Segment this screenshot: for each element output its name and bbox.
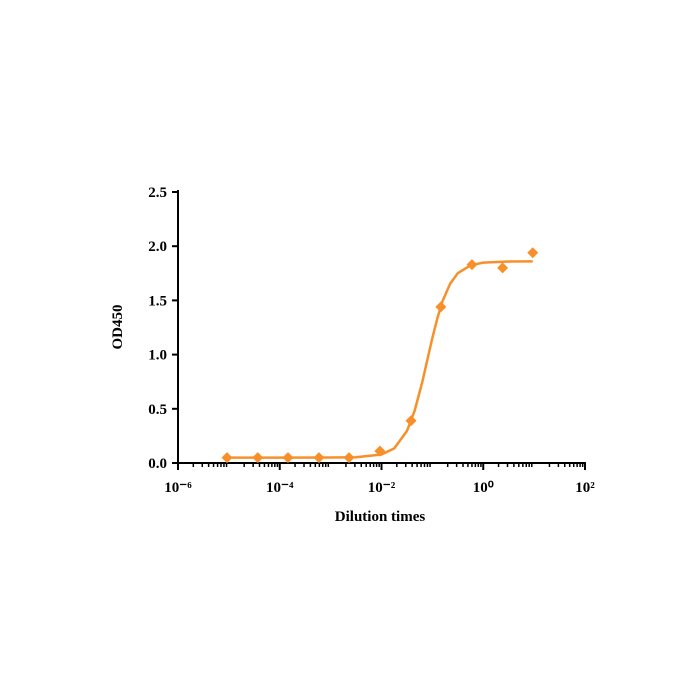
y-tick-label: 0.0 bbox=[148, 456, 167, 472]
y-tick-label: 1.0 bbox=[148, 348, 167, 364]
y-tick-label: 1.5 bbox=[148, 293, 167, 309]
x-tick-label: 10⁻² bbox=[368, 480, 396, 496]
point bbox=[527, 247, 539, 259]
y-tick-label: 0.5 bbox=[148, 402, 167, 418]
x-tick-label: 10⁻⁶ bbox=[164, 480, 192, 496]
y-axis-label: OD450 bbox=[110, 305, 126, 350]
point bbox=[221, 452, 233, 464]
x-axis-label: Dilution times bbox=[335, 509, 426, 525]
point bbox=[252, 452, 264, 464]
point bbox=[343, 452, 355, 464]
x-tick-label: 10² bbox=[575, 480, 595, 496]
point bbox=[313, 452, 325, 464]
x-tick-label: 10⁰ bbox=[473, 480, 494, 496]
point bbox=[435, 301, 447, 313]
point bbox=[374, 445, 386, 457]
point bbox=[466, 259, 478, 271]
point bbox=[282, 452, 294, 464]
y-tick-label: 2.0 bbox=[148, 239, 167, 255]
point bbox=[497, 262, 509, 274]
x-tick-label: 10⁻⁴ bbox=[266, 480, 294, 496]
y-tick-label: 2.5 bbox=[148, 185, 167, 201]
point bbox=[405, 415, 417, 427]
fit-curve bbox=[227, 260, 533, 459]
